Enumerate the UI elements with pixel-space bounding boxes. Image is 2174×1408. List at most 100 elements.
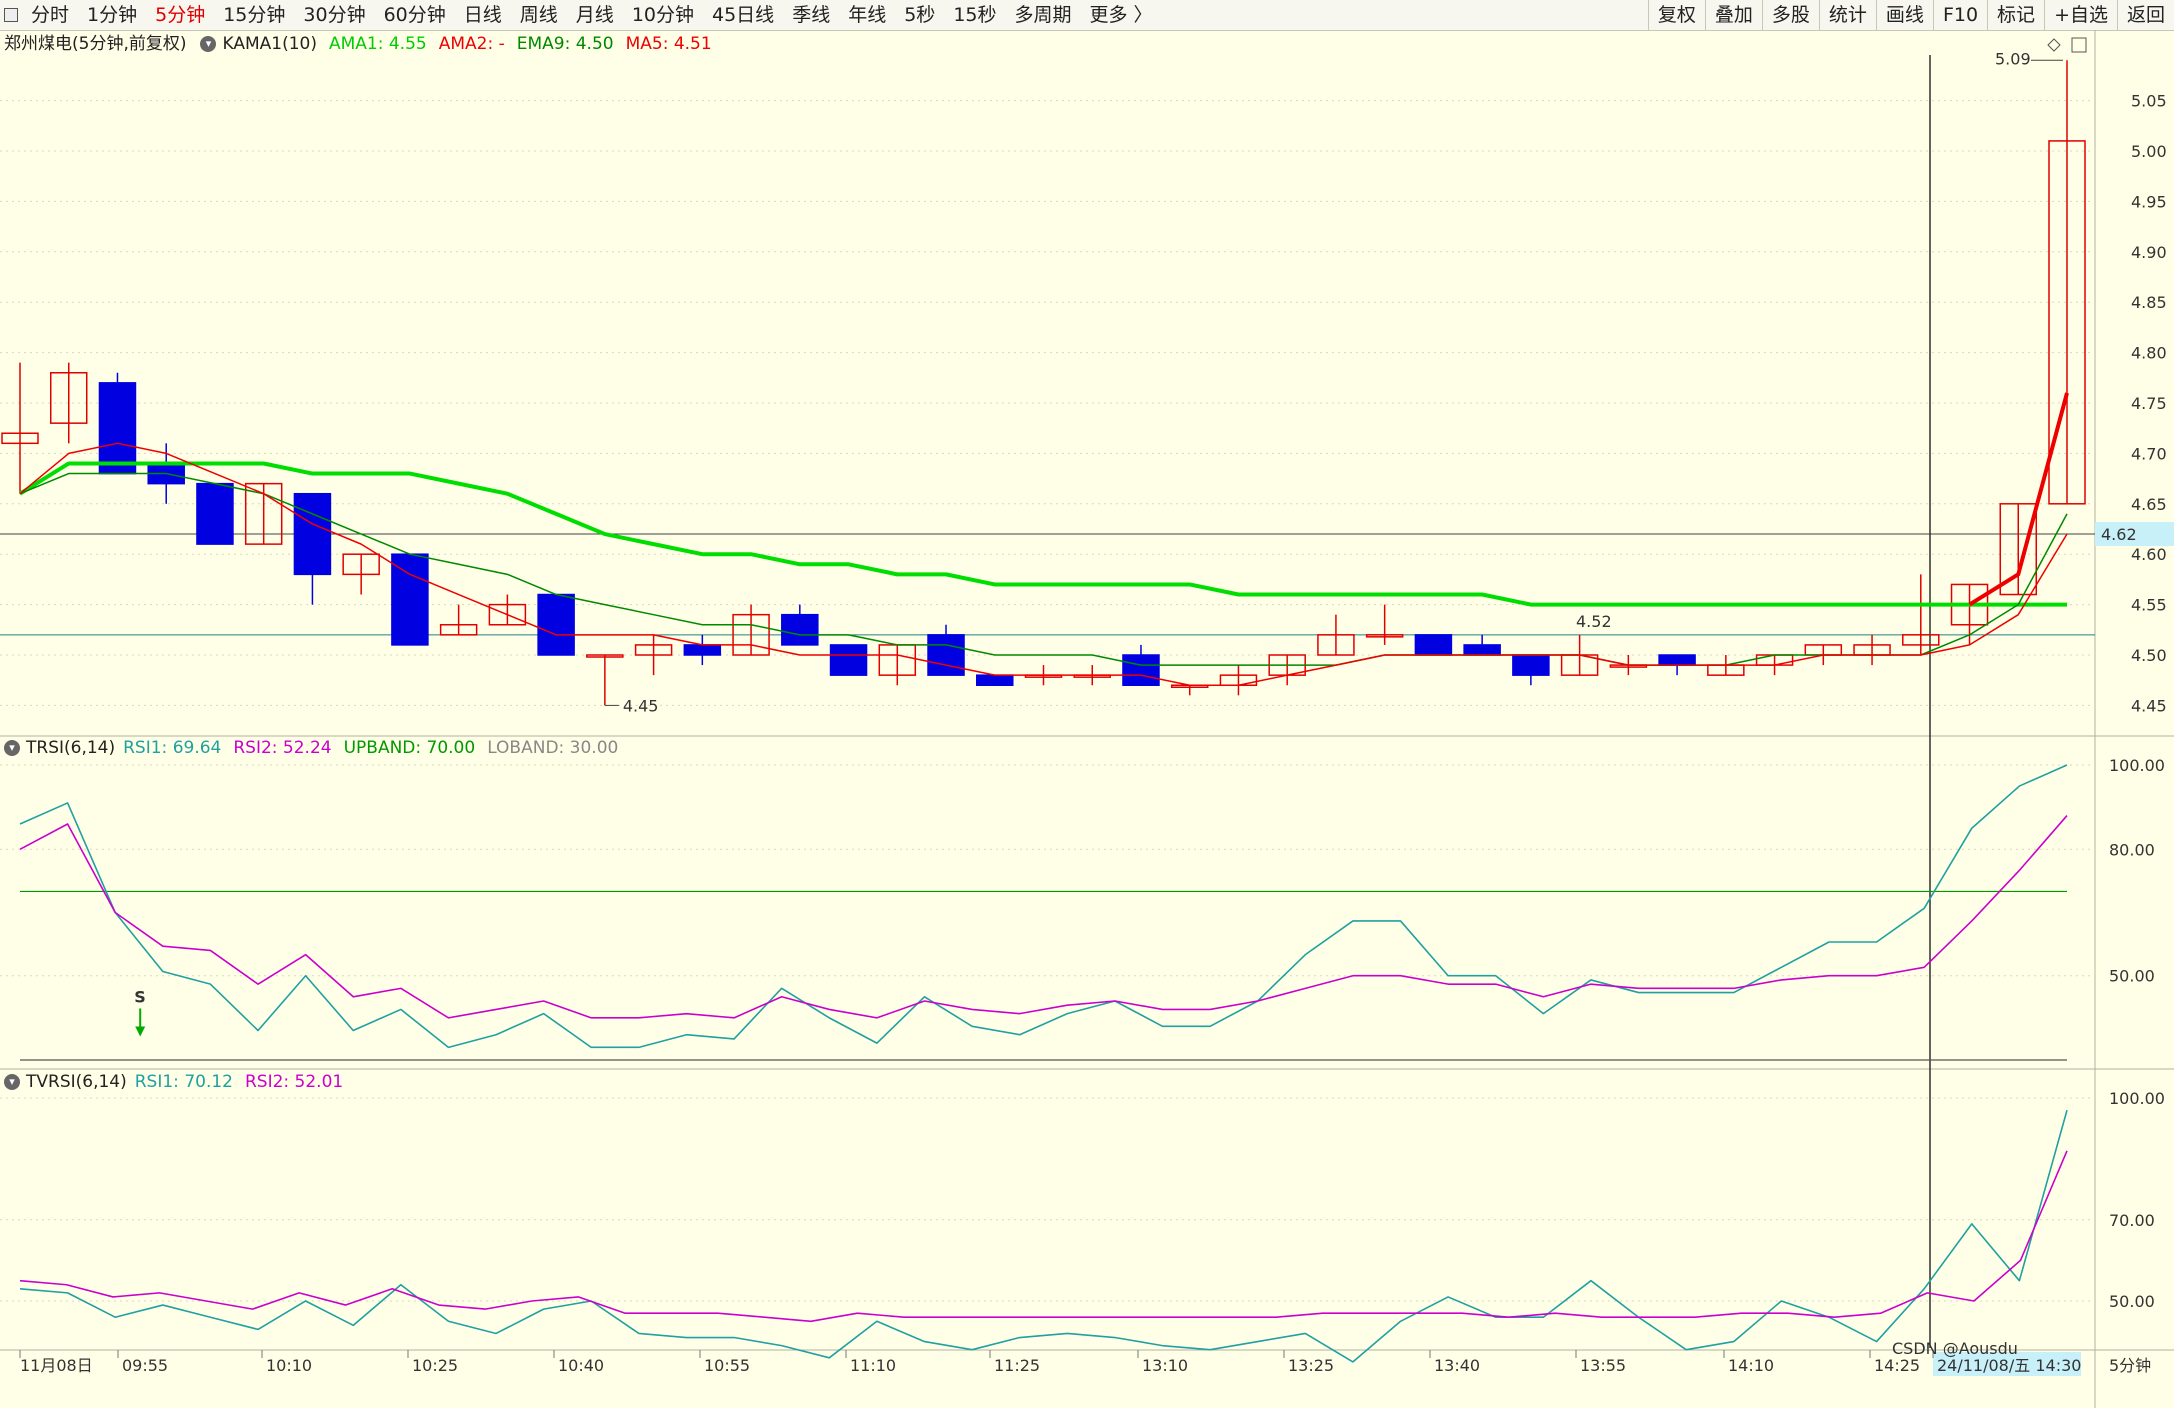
candle-body <box>732 613 770 656</box>
toolbar-action-0[interactable]: 复权 <box>1647 0 1705 30</box>
period-tab-16[interactable]: 更多 〉 <box>1089 4 1153 26</box>
main-legend-value-1: AMA2: - <box>438 34 505 54</box>
stock-title: 郑州煤电(5分钟,前复权) <box>4 34 187 54</box>
period-tab-6[interactable]: 日线 <box>463 4 502 26</box>
period-tabs: 分时 1分钟 5分钟 15分钟 30分钟 60分钟 日线 周线 月线 10分钟 45日线 季线 年线 5秒… <box>0 0 1162 30</box>
ma5-line <box>19 442 2068 686</box>
panel-toggle-icon[interactable] <box>0 0 22 30</box>
time-label: 13:25 <box>1288 1356 1334 1375</box>
tvrsi-toggle-icon[interactable]: ▾ <box>4 1074 20 1090</box>
high-price-label: 5.09 <box>1995 49 2031 68</box>
price-tick-label: 5.00 <box>2131 142 2167 161</box>
time-label: 10:10 <box>266 1356 312 1375</box>
period-tab-8[interactable]: 月线 <box>575 4 614 26</box>
candle-body <box>1317 634 1355 656</box>
main-chart-legend: 郑州煤电(5分钟,前复权) ▾ KAMA1(10) AMA1: 4.55 AMA2… <box>0 31 724 57</box>
time-label: 14:25 <box>1874 1356 1920 1375</box>
trsi-tick-label: 50.00 <box>2109 967 2155 986</box>
time-label: 09:55 <box>122 1356 168 1375</box>
period-tab-9[interactable]: 10分钟 <box>631 4 694 26</box>
price-tick-label: 4.85 <box>2131 293 2167 312</box>
price-tick-label: 4.45 <box>2131 696 2167 715</box>
candle-body <box>196 482 234 545</box>
period-label: 5分钟 <box>2109 1356 2151 1375</box>
time-label: 13:55 <box>1580 1356 1626 1375</box>
period-tab-3[interactable]: 15分钟 <box>223 4 286 26</box>
period-tab-1[interactable]: 1分钟 <box>87 4 138 26</box>
candle-body <box>391 553 429 646</box>
candle-body <box>927 634 965 676</box>
period-tab-4[interactable]: 30分钟 <box>303 4 366 26</box>
ama2-line <box>1968 392 2069 607</box>
stock-chart[interactable]: 5.05 5.00 4.95 4.90 4.85 4.80 4.75 4.70 4.65 4.60… <box>0 30 2174 1408</box>
tvrsi-legend-value-1: RSI2: 52.01 <box>244 1072 344 1092</box>
price-tick-label: 4.70 <box>2131 444 2167 463</box>
trsi-legend-value-2: UPBAND: 70.00 <box>343 738 476 758</box>
indicator-name[interactable]: KAMA1(10) <box>222 34 317 54</box>
mid-price-label: 4.52 <box>1576 612 1612 631</box>
candle-body <box>683 644 722 656</box>
tvrsi-tick-label: 70.00 <box>2109 1211 2155 1230</box>
price-tick-label: 4.55 <box>2131 596 2167 615</box>
trsi-rsi2-line <box>19 815 2068 1019</box>
price-tick-label: 4.60 <box>2131 545 2167 564</box>
price-tick-label: 5.05 <box>2131 92 2167 111</box>
candle-body <box>976 674 1014 686</box>
signal-arrowhead <box>135 1026 146 1037</box>
period-tab-15[interactable]: 多周期 <box>1014 4 1072 26</box>
trsi-toggle-icon[interactable]: ▾ <box>4 740 20 756</box>
signal-label: S <box>134 988 146 1007</box>
period-tab-13[interactable]: 5秒 <box>904 4 936 26</box>
tvrsi-legend: ▾ TVRSI(6,14) RSI1: 70.12 RSI2: 52.01 <box>0 1069 355 1095</box>
time-label: 13:10 <box>1142 1356 1188 1375</box>
trsi-tick-label: 100.00 <box>2109 756 2165 775</box>
toolbar-action-8[interactable]: 返回 <box>2116 0 2174 30</box>
candle-body <box>488 603 527 626</box>
ama1-line <box>18 461 2067 607</box>
price-tick-label: 4.95 <box>2131 192 2167 211</box>
period-toolbar: 分时 1分钟 5分钟 15分钟 30分钟 60分钟 日线 周线 月线 10分钟 45日线 季线 年线 5秒… <box>0 0 2174 31</box>
low-price-label: 4.45 <box>623 696 659 715</box>
tvrsi-title[interactable]: TVRSI(6,14) <box>26 1072 127 1092</box>
candle-body <box>1902 634 1940 646</box>
period-tab-5[interactable]: 60分钟 <box>383 4 446 26</box>
candle-body <box>634 644 673 656</box>
candle-body <box>1512 654 1550 676</box>
candle-body <box>537 593 575 656</box>
trsi-legend-value-0: RSI1: 69.64 <box>123 738 222 758</box>
indicator-toggle-icon[interactable]: ▾ <box>200 36 217 52</box>
period-tab-14[interactable]: 15秒 <box>953 4 997 26</box>
period-tab-11[interactable]: 季线 <box>792 4 831 26</box>
candle-body <box>1122 654 1160 686</box>
candle-body <box>342 553 380 576</box>
price-tick-label: 4.75 <box>2131 394 2167 413</box>
trsi-legend-value-3: LOBAND: 30.00 <box>487 738 619 758</box>
time-label: 11:10 <box>850 1356 896 1375</box>
diamond-icon <box>2047 38 2061 52</box>
period-tab-0[interactable]: 分时 <box>31 4 70 26</box>
toolbar-action-4[interactable]: 画线 <box>1875 0 1933 30</box>
main-legend-value-3: MA5: 4.51 <box>625 34 712 54</box>
price-tick-label: 4.65 <box>2131 495 2167 514</box>
time-label: 13:40 <box>1434 1356 1480 1375</box>
toolbar-action-7[interactable]: +自选 <box>2044 0 2117 30</box>
toolbar-action-1[interactable]: 叠加 <box>1704 0 1762 30</box>
period-tab-10[interactable]: 45日线 <box>712 4 775 26</box>
main-legend-value-0: AMA1: 4.55 <box>328 34 427 54</box>
candle-body <box>1 432 39 445</box>
time-label: 10:40 <box>558 1356 604 1375</box>
toolbar-action-2[interactable]: 多股 <box>1761 0 1819 30</box>
trsi-title[interactable]: TRSI(6,14) <box>26 738 116 758</box>
candle-body <box>1414 634 1453 656</box>
period-tab-12[interactable]: 年线 <box>848 4 887 26</box>
toolbar-action-6[interactable]: 标记 <box>1987 0 2044 30</box>
candle-body <box>1463 644 1501 656</box>
period-tab-7[interactable]: 周线 <box>519 4 558 26</box>
toolbar-action-3[interactable]: 统计 <box>1818 0 1876 30</box>
toolbar-action-5[interactable]: F10 <box>1932 0 1987 30</box>
trsi-rsi1-line <box>19 764 2068 1049</box>
time-label: 14:10 <box>1728 1356 1774 1375</box>
time-label: 11月08日 <box>20 1356 93 1375</box>
period-tab-2[interactable]: 5分钟 <box>155 4 206 26</box>
tvrsi-legend-value-0: RSI1: 70.12 <box>134 1072 233 1092</box>
